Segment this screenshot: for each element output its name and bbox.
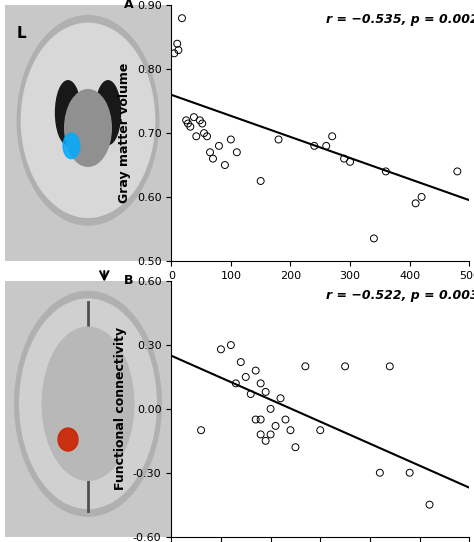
Point (197, 426, 205, 435)
Text: r = −0.522, p = 0.003: r = −0.522, p = 0.003 (326, 289, 474, 302)
Point (187, 122, 194, 131)
Ellipse shape (17, 16, 159, 225)
X-axis label: LHON duration (month): LHON duration (month) (238, 286, 402, 299)
Point (370, 234, 378, 243)
Y-axis label: Functional connectivity: Functional connectivity (114, 327, 128, 491)
Point (174, 46, 182, 54)
Y-axis label: Gray matter volume: Gray matter volume (118, 63, 131, 203)
Point (209, 154, 217, 163)
Point (257, 379, 264, 388)
Ellipse shape (63, 133, 80, 159)
Point (182, 116, 190, 125)
Point (233, 148, 241, 157)
Point (292, 443, 299, 451)
Point (454, 167, 461, 176)
Ellipse shape (55, 81, 81, 145)
Ellipse shape (21, 23, 155, 217)
Point (346, 158, 354, 166)
Point (178, 14, 186, 23)
Point (340, 154, 348, 163)
Point (171, 49, 178, 57)
Ellipse shape (95, 81, 120, 145)
Point (227, 135, 235, 144)
Text: B: B (124, 274, 133, 287)
Point (257, 177, 264, 185)
Point (215, 141, 223, 150)
Point (267, 430, 274, 439)
Point (287, 426, 294, 435)
Point (317, 426, 324, 435)
Point (406, 468, 413, 477)
Point (382, 167, 390, 176)
Point (192, 132, 200, 140)
Point (184, 119, 192, 128)
Point (376, 468, 383, 477)
Point (262, 388, 269, 396)
Point (252, 415, 259, 424)
Point (267, 404, 274, 413)
Point (262, 436, 269, 445)
Point (252, 366, 259, 375)
Point (203, 132, 211, 140)
Point (386, 362, 393, 371)
Text: r = −0.535, p = 0.002: r = −0.535, p = 0.002 (326, 13, 474, 26)
Point (272, 422, 279, 430)
Ellipse shape (64, 89, 111, 166)
Point (257, 430, 264, 439)
Point (237, 358, 245, 366)
Point (257, 415, 264, 424)
Point (196, 116, 204, 125)
Point (412, 199, 419, 208)
Point (310, 141, 318, 150)
Point (328, 132, 336, 140)
Point (173, 40, 181, 48)
Text: L: L (17, 26, 26, 41)
Point (206, 148, 214, 157)
Point (275, 135, 283, 144)
Point (282, 415, 289, 424)
Ellipse shape (58, 428, 78, 451)
Point (341, 362, 349, 371)
Point (322, 141, 330, 150)
Point (190, 113, 198, 121)
Point (242, 373, 249, 382)
Point (277, 394, 284, 403)
Ellipse shape (20, 299, 156, 508)
Point (200, 129, 208, 138)
Point (221, 160, 228, 169)
Ellipse shape (42, 327, 134, 480)
Ellipse shape (15, 292, 161, 516)
Text: A: A (124, 0, 133, 11)
Point (199, 119, 206, 128)
Point (232, 379, 240, 388)
Point (247, 390, 255, 398)
Point (418, 192, 425, 201)
Point (426, 500, 433, 509)
Point (217, 345, 225, 353)
Point (227, 341, 235, 350)
Point (301, 362, 309, 371)
